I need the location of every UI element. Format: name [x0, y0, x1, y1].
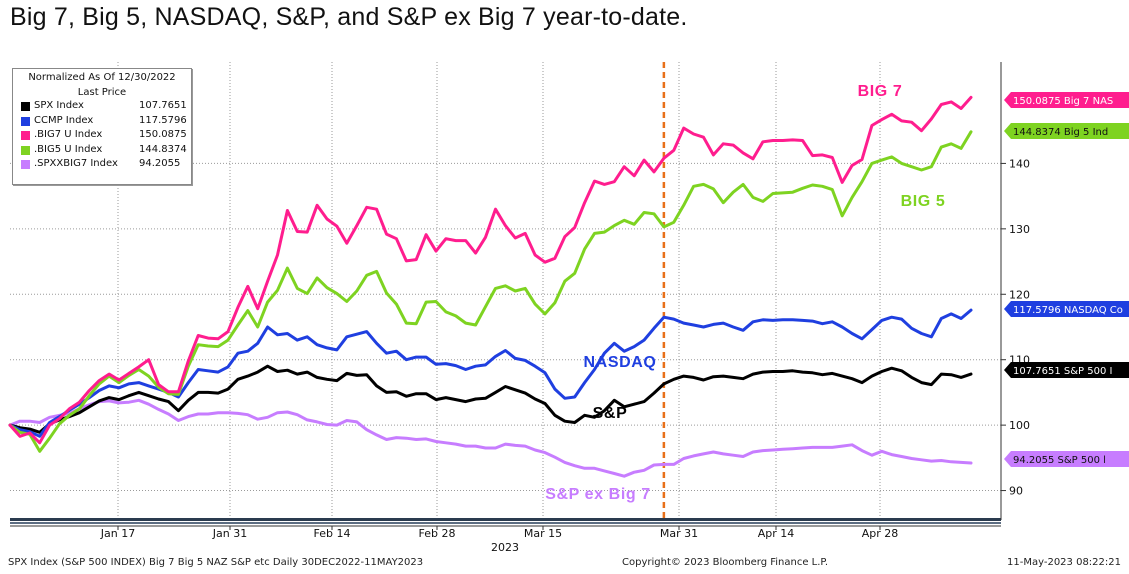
y-tick-label: 140 — [1009, 157, 1030, 170]
legend-item-name: .BIG5 U Index — [34, 143, 103, 155]
x-tick-label: Jan 17 — [100, 527, 135, 540]
x-year-label: 2023 — [491, 541, 519, 554]
last-value-tag — [1004, 92, 1129, 108]
footer-timestamp: 11-May-2023 08:22:21 — [1007, 557, 1121, 568]
spx-line — [8, 364, 973, 434]
spx-ex-big7-line — [8, 398, 973, 478]
legend-item-value: 150.0875 — [139, 129, 187, 140]
spx-annotation: S&P — [593, 405, 628, 422]
x-tick-label: Feb 14 — [314, 527, 351, 540]
x-tick-label: Jan 31 — [212, 527, 247, 540]
legend-item: .BIG7 U Index 150.0875 — [13, 128, 191, 143]
big5-annotation: BIG 5 — [901, 193, 946, 210]
legend-swatch — [21, 145, 30, 155]
y-tick-label: 120 — [1009, 288, 1030, 301]
nasdaq-annotation: NASDAQ — [584, 354, 657, 371]
legend-item: SPX Index 107.7651 — [13, 99, 191, 114]
legend-header-line2: Last Price — [77, 87, 127, 98]
bottom-strip — [10, 522, 1001, 524]
last-value-label: 107.7651 S&P 500 I — [1013, 366, 1112, 377]
y-tick-label: 130 — [1009, 223, 1030, 236]
legend-item-name: CCMP Index — [34, 114, 94, 126]
legend-swatch — [21, 116, 30, 126]
legend-item-name: SPX Index — [34, 100, 84, 111]
last-value-label: 150.0875 Big 7 NAS — [1013, 96, 1113, 107]
legend-header-line1: Normalized As Of 12/30/2022 — [28, 72, 176, 83]
last-value-tag — [1004, 362, 1129, 378]
last-value-tag — [1004, 123, 1129, 139]
legend-item-name: .BIG7 U Index — [34, 129, 103, 140]
legend-item-value: 107.7651 — [139, 100, 187, 111]
footer-left: SPX Index (S&P 500 INDEX) Big 7 Big 5 NA… — [8, 557, 424, 568]
legend-swatch — [21, 102, 30, 111]
footer-copyright: Copyright© 2023 Bloomberg Finance L.P. — [622, 557, 829, 568]
legend-item-name: .SPXXBIG7 Index — [34, 158, 118, 169]
x-tick-label: Feb 28 — [419, 527, 456, 540]
legend: Normalized As Of 12/30/2022 Last Price S… — [12, 68, 192, 185]
x-tick-label: Mar 31 — [660, 527, 698, 540]
legend-item: .BIG5 U Index 144.8374 — [13, 143, 191, 158]
x-tick-label: Mar 15 — [524, 527, 562, 540]
legend-swatch — [21, 160, 30, 169]
last-value-label: 144.8374 Big 5 Ind — [1013, 127, 1108, 138]
spx-ex-big7-annotation: S&P ex Big 7 — [545, 486, 651, 503]
big7-line — [8, 95, 973, 445]
legend-item-value: 144.8374 — [139, 143, 187, 155]
y-tick-label: 90 — [1009, 485, 1023, 498]
bottom-strip — [10, 518, 1001, 521]
last-value-label: 117.5796 NASDAQ Co — [1013, 305, 1123, 316]
big7-annotation: BIG 7 — [858, 83, 903, 100]
last-value-label: 94.2055 S&P 500 l — [1013, 455, 1106, 466]
x-tick-label: Apr 14 — [758, 527, 795, 540]
legend-item-value: 117.5796 — [139, 114, 187, 126]
last-value-tag — [1004, 301, 1129, 317]
legend-swatch — [21, 131, 30, 140]
page-title: Big 7, Big 5, NASDAQ, S&P, and S&P ex Bi… — [10, 3, 688, 31]
last-value-tag — [1004, 451, 1129, 467]
legend-item: .SPXXBIG7 Index 94.2055 — [13, 157, 191, 172]
x-tick-label: Apr 28 — [862, 527, 899, 540]
y-tick-label: 100 — [1009, 419, 1030, 432]
legend-item: CCMP Index 117.5796 — [13, 114, 191, 129]
legend-item-value: 94.2055 — [139, 158, 181, 169]
big5-line — [8, 130, 973, 453]
